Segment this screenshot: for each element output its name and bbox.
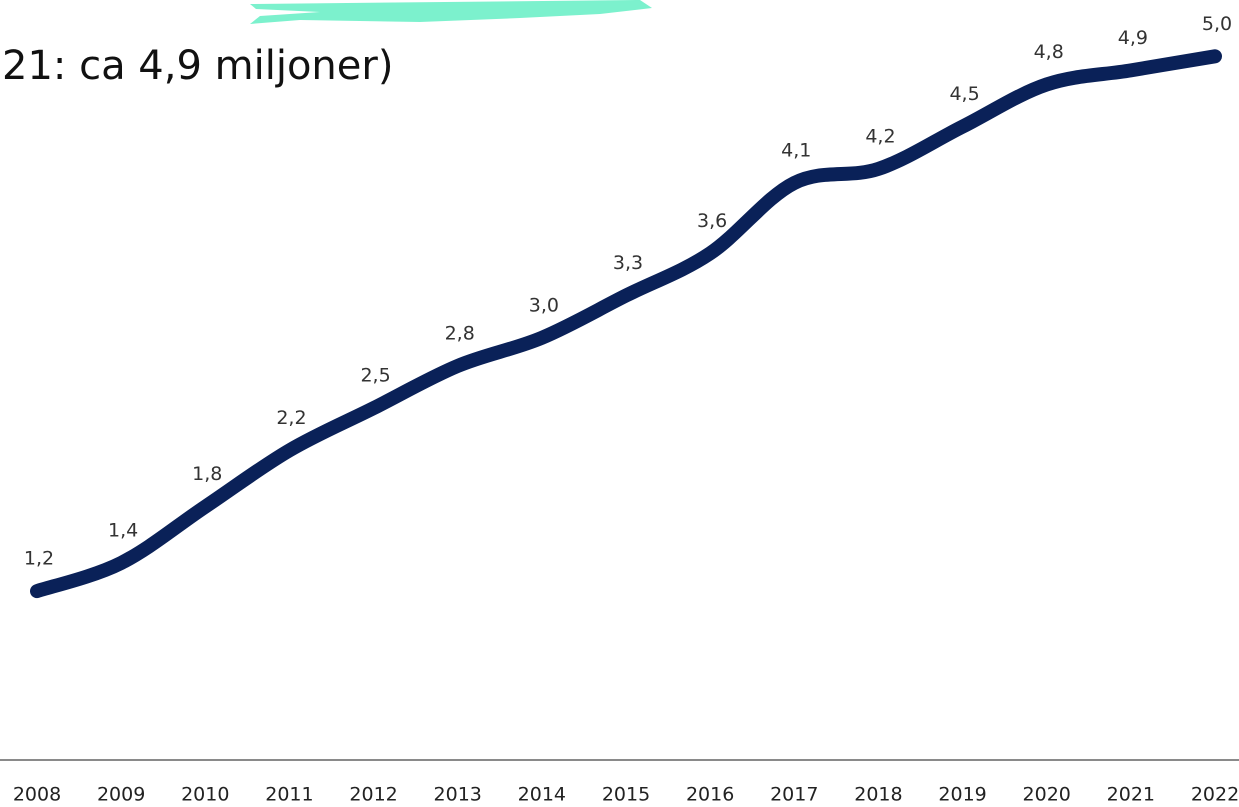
- data-label: 4,9: [1118, 27, 1148, 49]
- chart-title: 21: ca 4,9 miljoner): [2, 43, 393, 89]
- x-tick-label: 2022: [1191, 784, 1239, 806]
- x-tick-label: 2013: [434, 784, 482, 806]
- data-label: 1,2: [24, 548, 54, 570]
- data-label: 3,3: [613, 252, 643, 274]
- x-tick-label: 2014: [518, 784, 566, 806]
- x-tick-label: 2009: [97, 784, 145, 806]
- x-tick-label: 2010: [181, 784, 229, 806]
- data-label: 1,8: [192, 463, 222, 485]
- x-tick-label: 2020: [1023, 784, 1071, 806]
- data-label: 3,0: [529, 294, 559, 316]
- data-label: 2,2: [276, 407, 306, 429]
- data-label: 4,2: [865, 125, 895, 147]
- brush-decoration: [250, 0, 652, 24]
- data-label: 4,5: [949, 83, 979, 105]
- data-label: 4,8: [1034, 41, 1064, 63]
- x-tick-label: 2011: [265, 784, 313, 806]
- data-label: 2,8: [445, 322, 475, 344]
- x-tick-label: 2018: [854, 784, 902, 806]
- x-tick-label: 2016: [686, 784, 734, 806]
- x-tick-label: 2008: [13, 784, 61, 806]
- x-tick-label: 2021: [1107, 784, 1155, 806]
- x-tick-label: 2015: [602, 784, 650, 806]
- data-label: 5,0: [1202, 13, 1232, 35]
- data-label: 1,4: [108, 519, 138, 541]
- data-line: [37, 56, 1215, 591]
- data-label: 4,1: [781, 139, 811, 161]
- chart: 21: ca 4,9 miljoner) 2008 2009 2010 2011 201…: [0, 0, 1239, 807]
- x-tick-label: 2019: [938, 784, 986, 806]
- data-label: 3,6: [697, 210, 727, 232]
- x-tick-label: 2017: [770, 784, 818, 806]
- data-label: 2,5: [360, 365, 390, 387]
- x-tick-label: 2012: [349, 784, 397, 806]
